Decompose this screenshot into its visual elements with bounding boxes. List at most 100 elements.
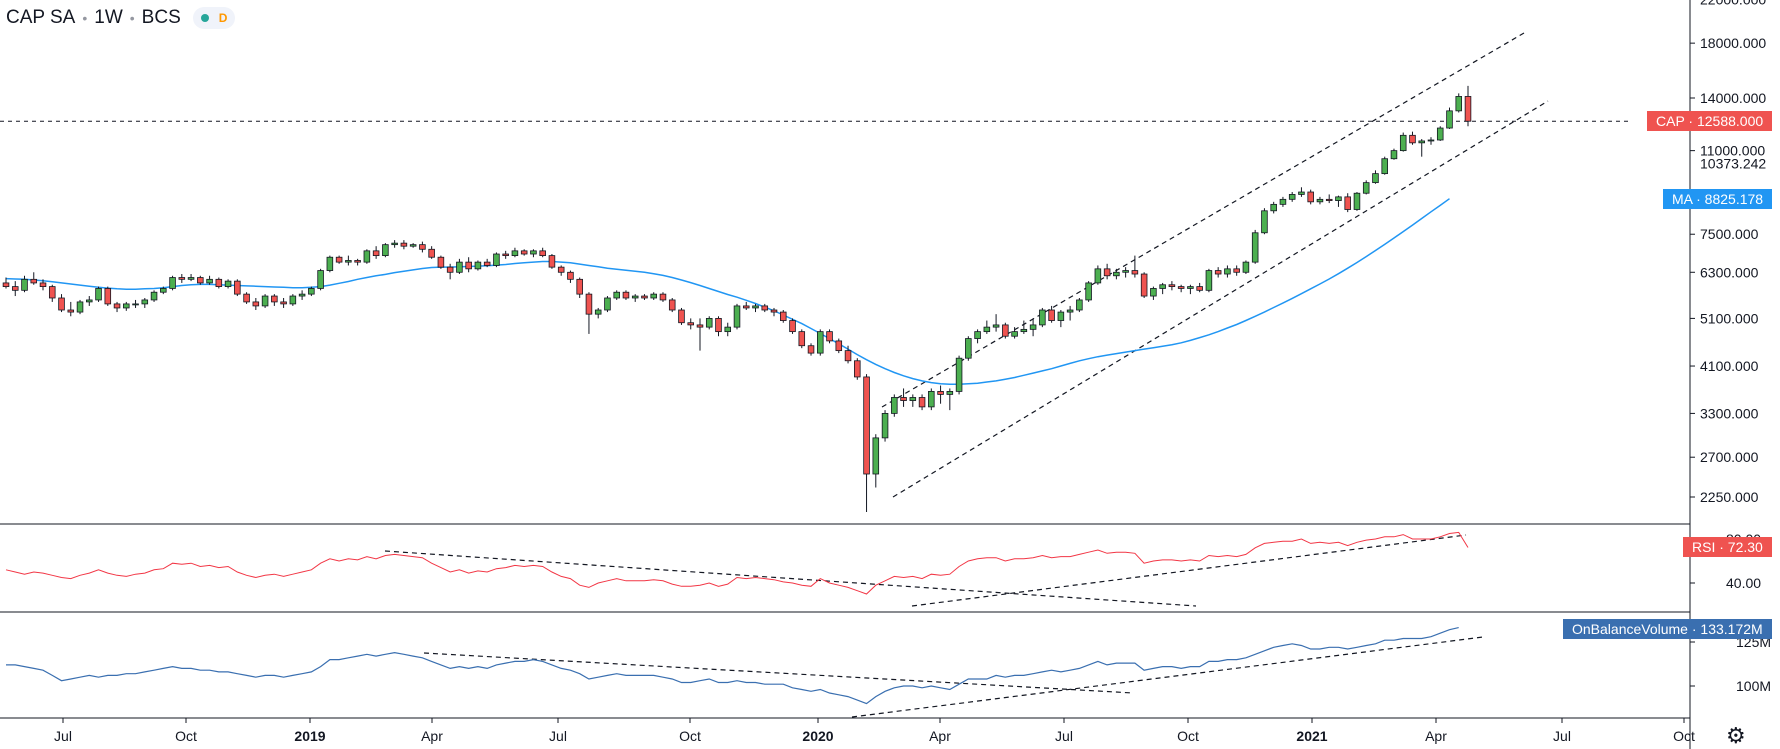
candle-body <box>58 297 65 311</box>
candle-body <box>1418 140 1426 144</box>
candle-body <box>206 278 213 284</box>
price-tick-label: 11000.000 <box>1700 143 1765 159</box>
price-tick-label: 18000.000 <box>1700 35 1766 51</box>
time-tick-label: Apr <box>421 728 443 744</box>
candle-body <box>382 244 389 257</box>
time-tick-label: Oct <box>175 728 197 744</box>
candle-body <box>419 244 426 250</box>
candle-body <box>1381 158 1388 175</box>
candle-body <box>567 271 574 280</box>
status-pill[interactable]: D <box>192 7 236 29</box>
candle-body <box>1131 270 1139 275</box>
price-tick-label: 2700.000 <box>1700 449 1759 465</box>
candle-body <box>965 338 972 359</box>
candle-body <box>123 303 130 309</box>
candle-body <box>881 413 889 439</box>
time-tick-label: Apr <box>929 728 951 744</box>
candle-body <box>641 295 648 299</box>
candle-body <box>1325 198 1333 201</box>
candle-body <box>1409 134 1416 144</box>
candle-body <box>807 345 815 354</box>
interval-label[interactable]: 1W <box>94 7 123 28</box>
time-tick-label: Apr <box>1425 728 1447 744</box>
candle-body <box>335 256 343 263</box>
candle-body <box>345 260 352 263</box>
candle-body <box>742 305 750 309</box>
price-tick-label: 14000.000 <box>1700 90 1766 106</box>
candle-body <box>1464 96 1472 122</box>
candle-body <box>30 278 38 284</box>
time-tick-label: Jul <box>54 728 72 744</box>
ma-value-badge: MA · 8825.178 <box>1663 188 1773 209</box>
candle-body <box>974 331 981 339</box>
candle-body <box>1362 182 1370 194</box>
candle-body <box>918 397 926 408</box>
price-tick-label: 4100.000 <box>1700 358 1759 374</box>
candle-body <box>613 291 620 299</box>
candle-body <box>363 250 371 263</box>
chart-settings-gear-icon[interactable]: ⚙ <box>1726 723 1746 748</box>
candle-body <box>687 322 695 326</box>
candle-body <box>557 266 565 273</box>
candle-body <box>1066 309 1074 313</box>
candle-body <box>779 311 787 321</box>
candle-body <box>280 301 287 305</box>
candle-body <box>891 397 898 414</box>
time-tick-label: 2019 <box>294 728 325 744</box>
candle-body <box>715 317 722 333</box>
candle-body <box>493 253 500 266</box>
candle-body <box>1187 286 1194 289</box>
candle-body <box>733 305 741 328</box>
last-price-badge: CAP · 12588.000 <box>1647 111 1773 132</box>
time-tick-label: Jul <box>1553 728 1571 744</box>
candle-body <box>1177 286 1185 289</box>
candle-body <box>1279 198 1287 205</box>
candle-body <box>752 305 759 309</box>
symbol-name[interactable]: CAP SA <box>6 7 76 28</box>
rsi-value-badge: RSI · 72.30 <box>1683 537 1772 558</box>
candle-body <box>622 291 630 299</box>
candle-body <box>1094 268 1102 284</box>
candle-body <box>1113 271 1120 277</box>
candle-body <box>1159 284 1166 289</box>
candle-body <box>1390 150 1398 160</box>
candle-body <box>826 331 833 342</box>
candle-body <box>1270 203 1277 212</box>
candle-body <box>1353 192 1361 210</box>
obv-trendline-up <box>851 636 1484 718</box>
candle-body <box>900 397 907 401</box>
candle-body <box>1076 299 1083 311</box>
candle-body <box>1103 268 1111 277</box>
candle-body <box>1140 273 1148 297</box>
candle-body <box>696 324 704 328</box>
candle-body <box>854 360 861 378</box>
obv-tick-label: 100M <box>1736 678 1771 694</box>
candle-body <box>39 282 47 287</box>
rsi-trendline-down <box>384 550 1197 607</box>
candle-body <box>243 293 250 303</box>
time-tick-label: Oct <box>1177 728 1199 744</box>
candle-body <box>631 295 639 299</box>
time-tick-label: 2020 <box>802 728 833 744</box>
candle-body <box>1011 331 1018 337</box>
candle-body <box>844 350 852 362</box>
time-tick-label: Oct <box>679 728 701 744</box>
rsi-tick-label: 40.00 <box>1726 575 1761 591</box>
candle-body <box>252 301 260 307</box>
candle-body <box>1335 196 1342 201</box>
candle-body <box>465 261 472 270</box>
candle-body <box>992 324 1000 328</box>
exchange-label: BCS <box>141 7 181 28</box>
candle-body <box>1002 324 1009 337</box>
candle-body <box>104 288 112 305</box>
candle-body <box>428 248 435 258</box>
candle-body <box>678 309 685 324</box>
candle-body <box>585 293 593 315</box>
candle-body <box>946 391 954 395</box>
candle-body <box>187 277 195 280</box>
candle-body <box>326 256 334 271</box>
candle-body <box>67 309 75 313</box>
time-tick-label: 2021 <box>1296 728 1327 744</box>
candle-body <box>1446 110 1453 129</box>
